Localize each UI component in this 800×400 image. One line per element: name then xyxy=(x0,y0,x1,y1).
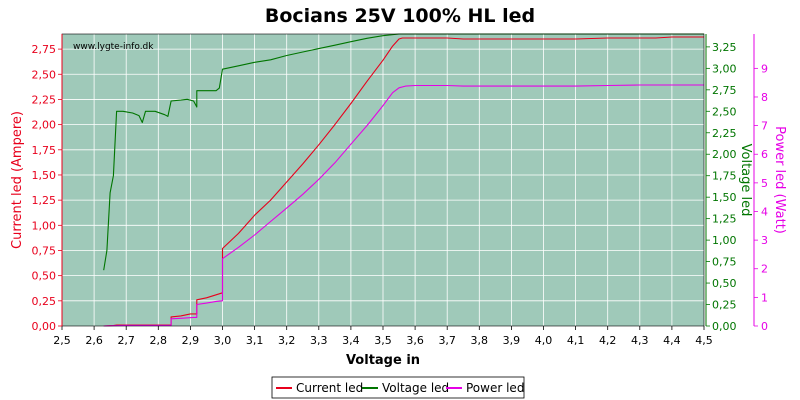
voltage-tick-label: 1,75 xyxy=(712,170,737,183)
voltage-tick-label: 1,50 xyxy=(712,191,737,204)
gridlines xyxy=(62,34,704,326)
x-tick-label: 3,4 xyxy=(342,334,360,347)
x-tick-label: 2,5 xyxy=(53,334,71,347)
watermark: www.lygte-info.dk xyxy=(73,42,154,52)
legend-entry-power: Power led xyxy=(466,381,524,395)
left-tick-label: 1,00 xyxy=(32,219,57,232)
voltage-tick-label: 2,00 xyxy=(712,148,737,161)
voltage-tick-label: 1,00 xyxy=(712,234,737,247)
power-tick-label: 5 xyxy=(761,177,768,190)
legend-entry-voltage: Voltage led xyxy=(382,381,449,395)
voltage-tick-label: 3,00 xyxy=(712,62,737,75)
x-tick-label: 2,9 xyxy=(182,334,200,347)
x-tick-label: 4,3 xyxy=(631,334,649,347)
x-tick-label: 3,7 xyxy=(438,334,456,347)
series-line-voltage xyxy=(103,33,704,271)
voltage-tick-label: 2,75 xyxy=(712,84,737,97)
x-tick-label: 2,7 xyxy=(117,334,135,347)
power-tick-label: 0 xyxy=(761,320,768,333)
x-tick-label: 3,6 xyxy=(406,334,424,347)
left-tick-label: 2,50 xyxy=(32,68,57,81)
voltage-tick-label: 1,25 xyxy=(712,213,737,226)
x-tick-label: 3,8 xyxy=(471,334,489,347)
voltage-tick-label: 2,50 xyxy=(712,105,737,118)
voltage-axis: 0,00 0,25 0,50 0,75 1,00 1,25 1,50 1,75 2,00 2,25… xyxy=(705,34,737,333)
x-tick-label: 2,8 xyxy=(150,334,168,347)
x-tick-label: 4,4 xyxy=(663,334,681,347)
voltage-tick-label: 2,25 xyxy=(712,127,737,140)
left-tick-label: 2,75 xyxy=(32,43,57,56)
left-tick-label: 0,00 xyxy=(32,320,57,333)
left-tick-label: 2,00 xyxy=(32,119,57,132)
left-tick-label: 0,50 xyxy=(32,270,57,283)
left-tick-label: 0,75 xyxy=(32,244,57,257)
legend-frame xyxy=(271,376,525,399)
x-axis-label: Voltage in xyxy=(346,353,420,368)
x-tick-label: 4,1 xyxy=(567,334,585,347)
left-axis: 0,00 0,25 0,50 0,75 1,00 1,25 1,50 1,75 2,00 2,25… xyxy=(32,34,63,333)
voltage-tick-label: 0,75 xyxy=(712,256,737,269)
series-layer xyxy=(103,33,704,327)
x-tick-label: 3,0 xyxy=(214,334,232,347)
x-tick-label: 2,6 xyxy=(85,334,103,347)
left-tick-label: 1,50 xyxy=(32,169,57,182)
x-tick-label: 3,5 xyxy=(374,334,392,347)
legend: Current led Voltage led Power led xyxy=(271,376,525,399)
series-line-power xyxy=(103,84,704,327)
x-tick-label: 3,3 xyxy=(310,334,328,347)
legend-entry-current: Current led xyxy=(296,381,363,395)
x-tick-label: 4,0 xyxy=(535,334,553,347)
x-tick-label: 4,5 xyxy=(695,334,713,347)
left-tick-label: 0,25 xyxy=(32,295,57,308)
left-tick-label: 1,75 xyxy=(32,144,57,157)
power-tick-label: 2 xyxy=(761,263,768,276)
power-tick-label: 7 xyxy=(761,120,768,133)
power-tick-label: 9 xyxy=(761,62,768,75)
power-axis: 0 1 2 3 4 5 6 7 8 9 xyxy=(753,34,768,333)
x-axis: 2,5 2,6 2,7 2,8 2,9 3,0 3,1 3,2 3,3 3,4 3,5 3,6 3,7 3… xyxy=(53,326,713,347)
voltage-tick-label: 3,25 xyxy=(712,41,737,54)
x-tick-label: 3,9 xyxy=(503,334,521,347)
x-tick-label: 3,1 xyxy=(246,334,264,347)
voltage-axis-label: Voltage led xyxy=(738,144,753,217)
left-tick-label: 1,25 xyxy=(32,194,57,207)
left-tick-label: 2,25 xyxy=(32,93,57,106)
series-line-current xyxy=(103,36,704,327)
power-tick-label: 8 xyxy=(761,91,768,104)
voltage-tick-label: 0,00 xyxy=(712,320,737,333)
power-axis-label: Power led (Watt) xyxy=(772,126,787,234)
chart-title: Bocians 25V 100% HL led xyxy=(265,5,535,27)
x-tick-label: 3,2 xyxy=(278,334,296,347)
power-tick-label: 3 xyxy=(761,234,768,247)
voltage-tick-label: 0,25 xyxy=(712,299,737,312)
x-tick-label: 4,2 xyxy=(599,334,617,347)
power-tick-label: 6 xyxy=(761,148,768,161)
voltage-tick-label: 0,50 xyxy=(712,277,737,290)
power-tick-label: 1 xyxy=(761,291,768,304)
left-axis-label: Current led (Ampere) xyxy=(10,111,25,249)
power-tick-label: 4 xyxy=(761,205,768,218)
